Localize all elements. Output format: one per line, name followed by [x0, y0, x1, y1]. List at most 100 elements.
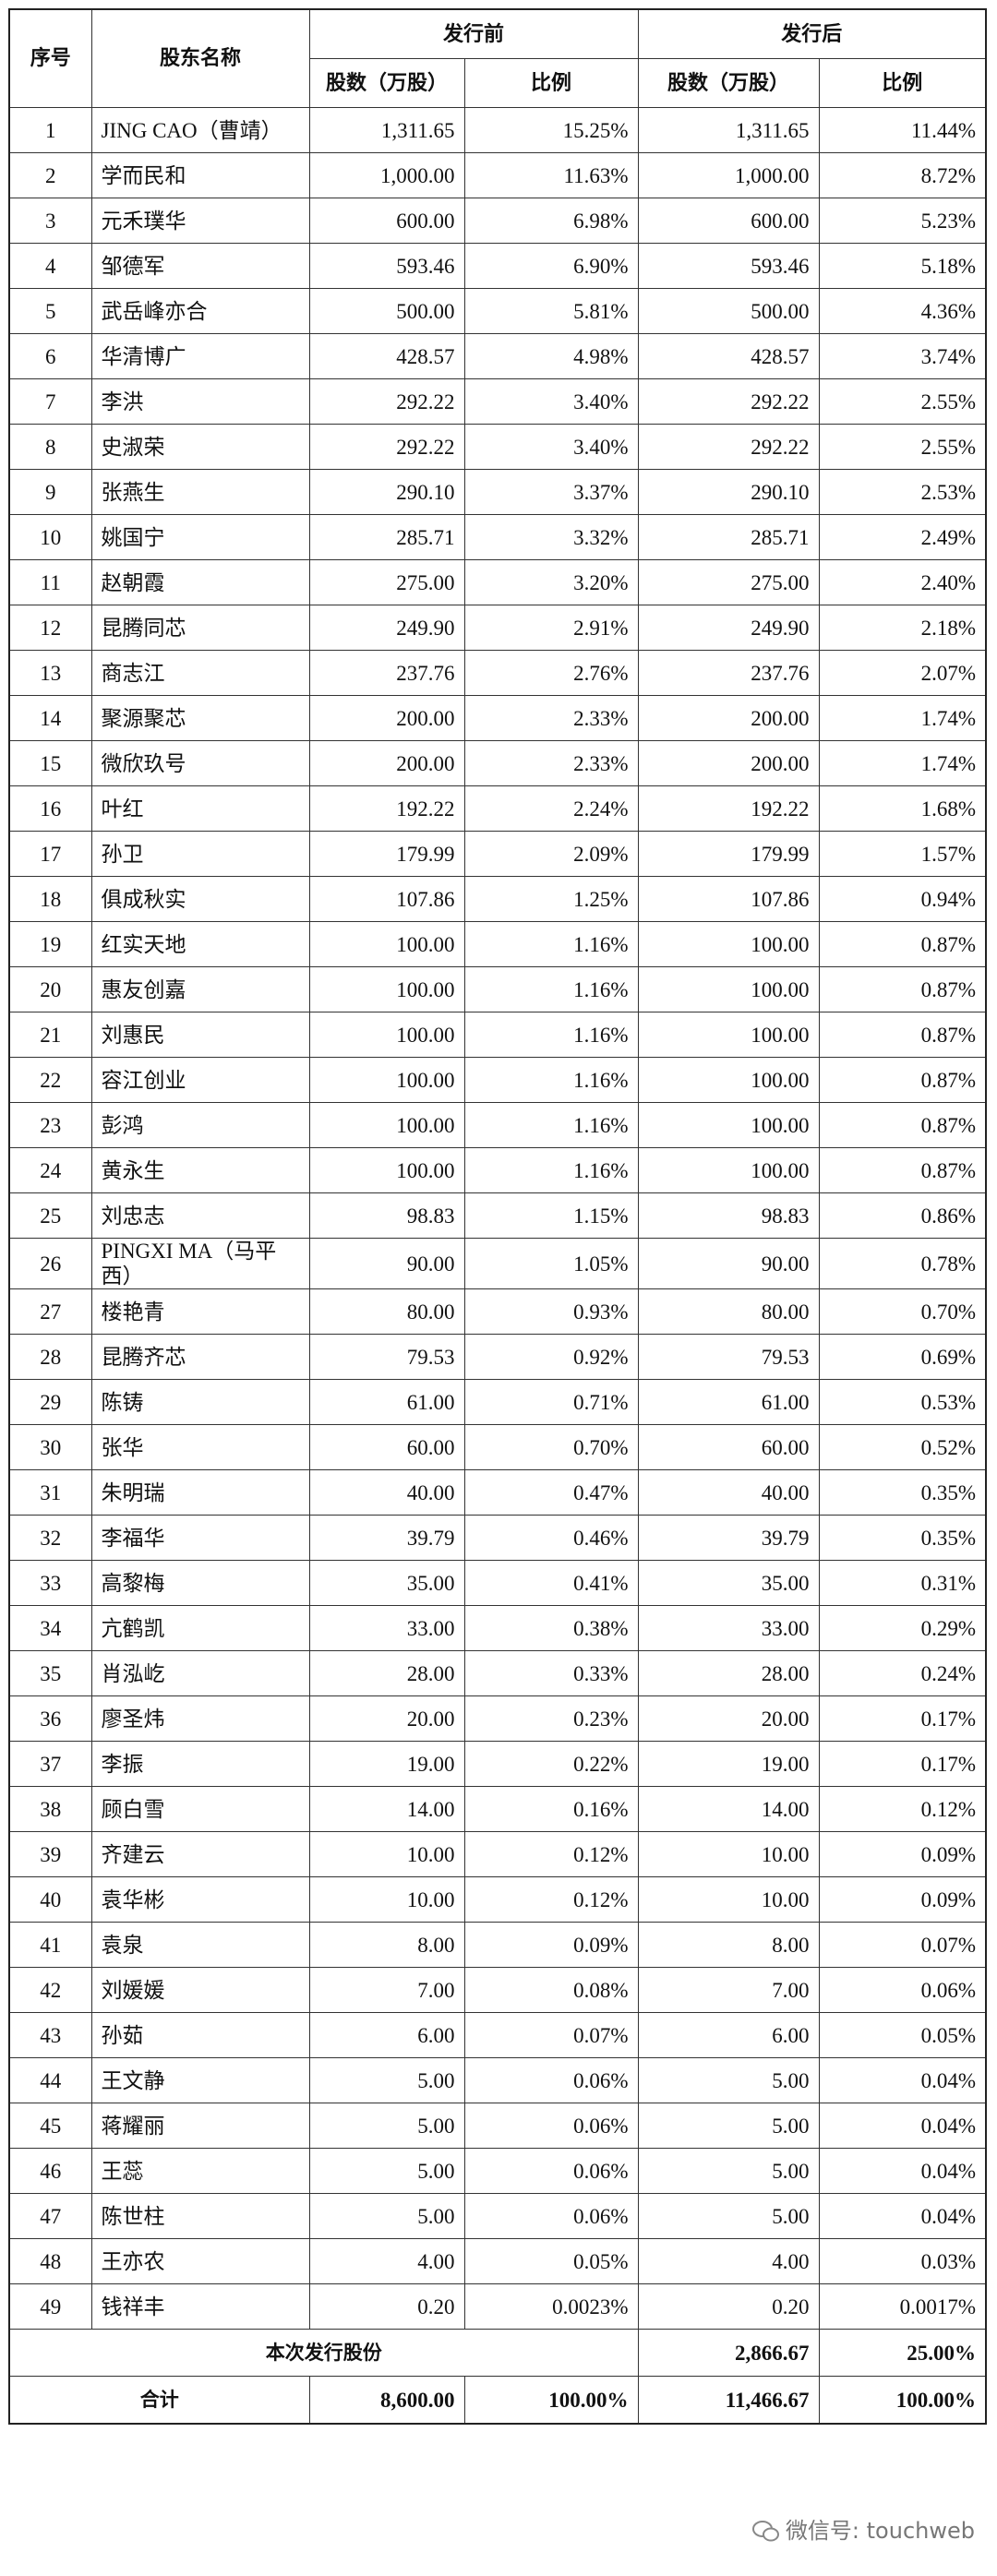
seq-cell: 23	[8, 1102, 92, 1148]
shares-before: 5.00	[308, 2193, 465, 2239]
wechat-icon	[751, 2521, 779, 2542]
shares-before: 8.00	[308, 1922, 465, 1968]
shares-before: 100.00	[308, 1102, 465, 1148]
issue-label: 本次发行股份	[8, 2329, 639, 2377]
name-cell: 史淑荣	[90, 424, 310, 470]
name-cell: 赵朝霞	[90, 559, 310, 605]
table-row: 4 邹德军 593.46 6.90% 593.46 5.18%	[8, 243, 987, 289]
ratio-after: 0.53%	[818, 1379, 987, 1425]
seq-cell: 29	[8, 1379, 92, 1425]
table-row: 41 袁泉 8.00 0.09% 8.00 0.07%	[8, 1922, 987, 1968]
shares-after: 593.46	[637, 243, 820, 289]
table-header: 序号 股东名称 发行前 发行后 股数（万股） 比例 股数（万股） 比例	[8, 8, 987, 108]
shares-before: 20.00	[308, 1695, 465, 1742]
ratio-after: 0.04%	[818, 2103, 987, 2149]
header-seq: 序号	[8, 8, 92, 108]
seq-cell: 33	[8, 1560, 92, 1606]
table-row: 20 惠友创嘉 100.00 1.16% 100.00 0.87%	[8, 966, 987, 1012]
ratio-before: 1.16%	[463, 966, 639, 1012]
seq-cell: 28	[8, 1334, 92, 1380]
ratio-after: 0.69%	[818, 1334, 987, 1380]
ratio-before: 3.40%	[463, 378, 639, 425]
ratio-after: 1.57%	[818, 831, 987, 877]
name-cell: 叶红	[90, 785, 310, 832]
ratio-after: 0.0017%	[818, 2283, 987, 2330]
table-row: 49 钱祥丰 0.20 0.0023% 0.20 0.0017%	[8, 2283, 987, 2330]
shares-after: 8.00	[637, 1922, 820, 1968]
ratio-before: 0.07%	[463, 2012, 639, 2058]
ratio-after: 2.55%	[818, 378, 987, 425]
ratio-before: 0.93%	[463, 1288, 639, 1335]
shares-after: 100.00	[637, 1057, 820, 1103]
seq-cell: 37	[8, 1741, 92, 1787]
name-cell: 昆腾齐芯	[90, 1334, 310, 1380]
ratio-before: 0.05%	[463, 2238, 639, 2284]
shares-after: 7.00	[637, 1967, 820, 2013]
shares-before: 600.00	[308, 198, 465, 244]
total-ratio-before: 100.00%	[463, 2376, 639, 2425]
total-shares-before: 8,600.00	[308, 2376, 465, 2425]
seq-cell: 34	[8, 1605, 92, 1651]
seq-cell: 45	[8, 2103, 92, 2149]
shares-before: 10.00	[308, 1876, 465, 1923]
seq-cell: 6	[8, 333, 92, 379]
ratio-after: 0.87%	[818, 1057, 987, 1103]
seq-cell: 3	[8, 198, 92, 244]
ratio-before: 0.08%	[463, 1967, 639, 2013]
shares-before: 100.00	[308, 1057, 465, 1103]
table-row: 13 商志江 237.76 2.76% 237.76 2.07%	[8, 650, 987, 696]
shares-before: 275.00	[308, 559, 465, 605]
name-cell: 彭鸿	[90, 1102, 310, 1148]
shares-after: 100.00	[637, 1147, 820, 1193]
seq-cell: 46	[8, 2148, 92, 2194]
total-shares-after: 11,466.67	[637, 2376, 820, 2425]
name-cell: 俱成秋实	[90, 876, 310, 922]
seq-cell: 12	[8, 605, 92, 651]
ratio-after: 0.70%	[818, 1288, 987, 1335]
ratio-before: 1.16%	[463, 1057, 639, 1103]
seq-cell: 39	[8, 1831, 92, 1877]
ratio-before: 1.16%	[463, 1147, 639, 1193]
ratio-before: 1.15%	[463, 1192, 639, 1239]
name-cell: 惠友创嘉	[90, 966, 310, 1012]
seq-cell: 49	[8, 2283, 92, 2330]
name-cell: 楼艳青	[90, 1288, 310, 1335]
shares-after: 79.53	[637, 1334, 820, 1380]
ratio-before: 0.33%	[463, 1650, 639, 1696]
ratio-before: 3.40%	[463, 424, 639, 470]
shares-before: 100.00	[308, 921, 465, 967]
ratio-after: 0.78%	[818, 1238, 987, 1289]
shares-after: 200.00	[637, 740, 820, 786]
ratio-after: 5.18%	[818, 243, 987, 289]
shares-before: 5.00	[308, 2148, 465, 2194]
shares-after: 192.22	[637, 785, 820, 832]
seq-cell: 17	[8, 831, 92, 877]
seq-cell: 24	[8, 1147, 92, 1193]
seq-cell: 42	[8, 1967, 92, 2013]
name-cell: PINGXI MA（马平西）	[90, 1238, 310, 1289]
ratio-after: 0.04%	[818, 2057, 987, 2103]
ratio-before: 0.12%	[463, 1831, 639, 1877]
shares-before: 79.53	[308, 1334, 465, 1380]
table-row: 6 华清博广 428.57 4.98% 428.57 3.74%	[8, 333, 987, 379]
table-row: 39 齐建云 10.00 0.12% 10.00 0.09%	[8, 1831, 987, 1877]
ratio-before: 1.16%	[463, 1102, 639, 1148]
table-row: 27 楼艳青 80.00 0.93% 80.00 0.70%	[8, 1288, 987, 1335]
shares-after: 292.22	[637, 424, 820, 470]
ratio-before: 0.92%	[463, 1334, 639, 1380]
seq-cell: 26	[8, 1238, 92, 1289]
seq-cell: 1	[8, 107, 92, 153]
seq-cell: 21	[8, 1012, 92, 1058]
ratio-before: 11.63%	[463, 152, 639, 198]
seq-cell: 2	[8, 152, 92, 198]
ratio-after: 0.87%	[818, 921, 987, 967]
ratio-after: 0.17%	[818, 1741, 987, 1787]
shares-before: 107.86	[308, 876, 465, 922]
ratio-before: 2.91%	[463, 605, 639, 651]
header-shares: 股数（万股）	[637, 58, 820, 108]
name-cell: 聚源聚芯	[90, 695, 310, 741]
ratio-before: 2.33%	[463, 740, 639, 786]
table-row: 32 李福华 39.79 0.46% 39.79 0.35%	[8, 1515, 987, 1561]
shares-before: 285.71	[308, 514, 465, 560]
shares-before: 100.00	[308, 966, 465, 1012]
